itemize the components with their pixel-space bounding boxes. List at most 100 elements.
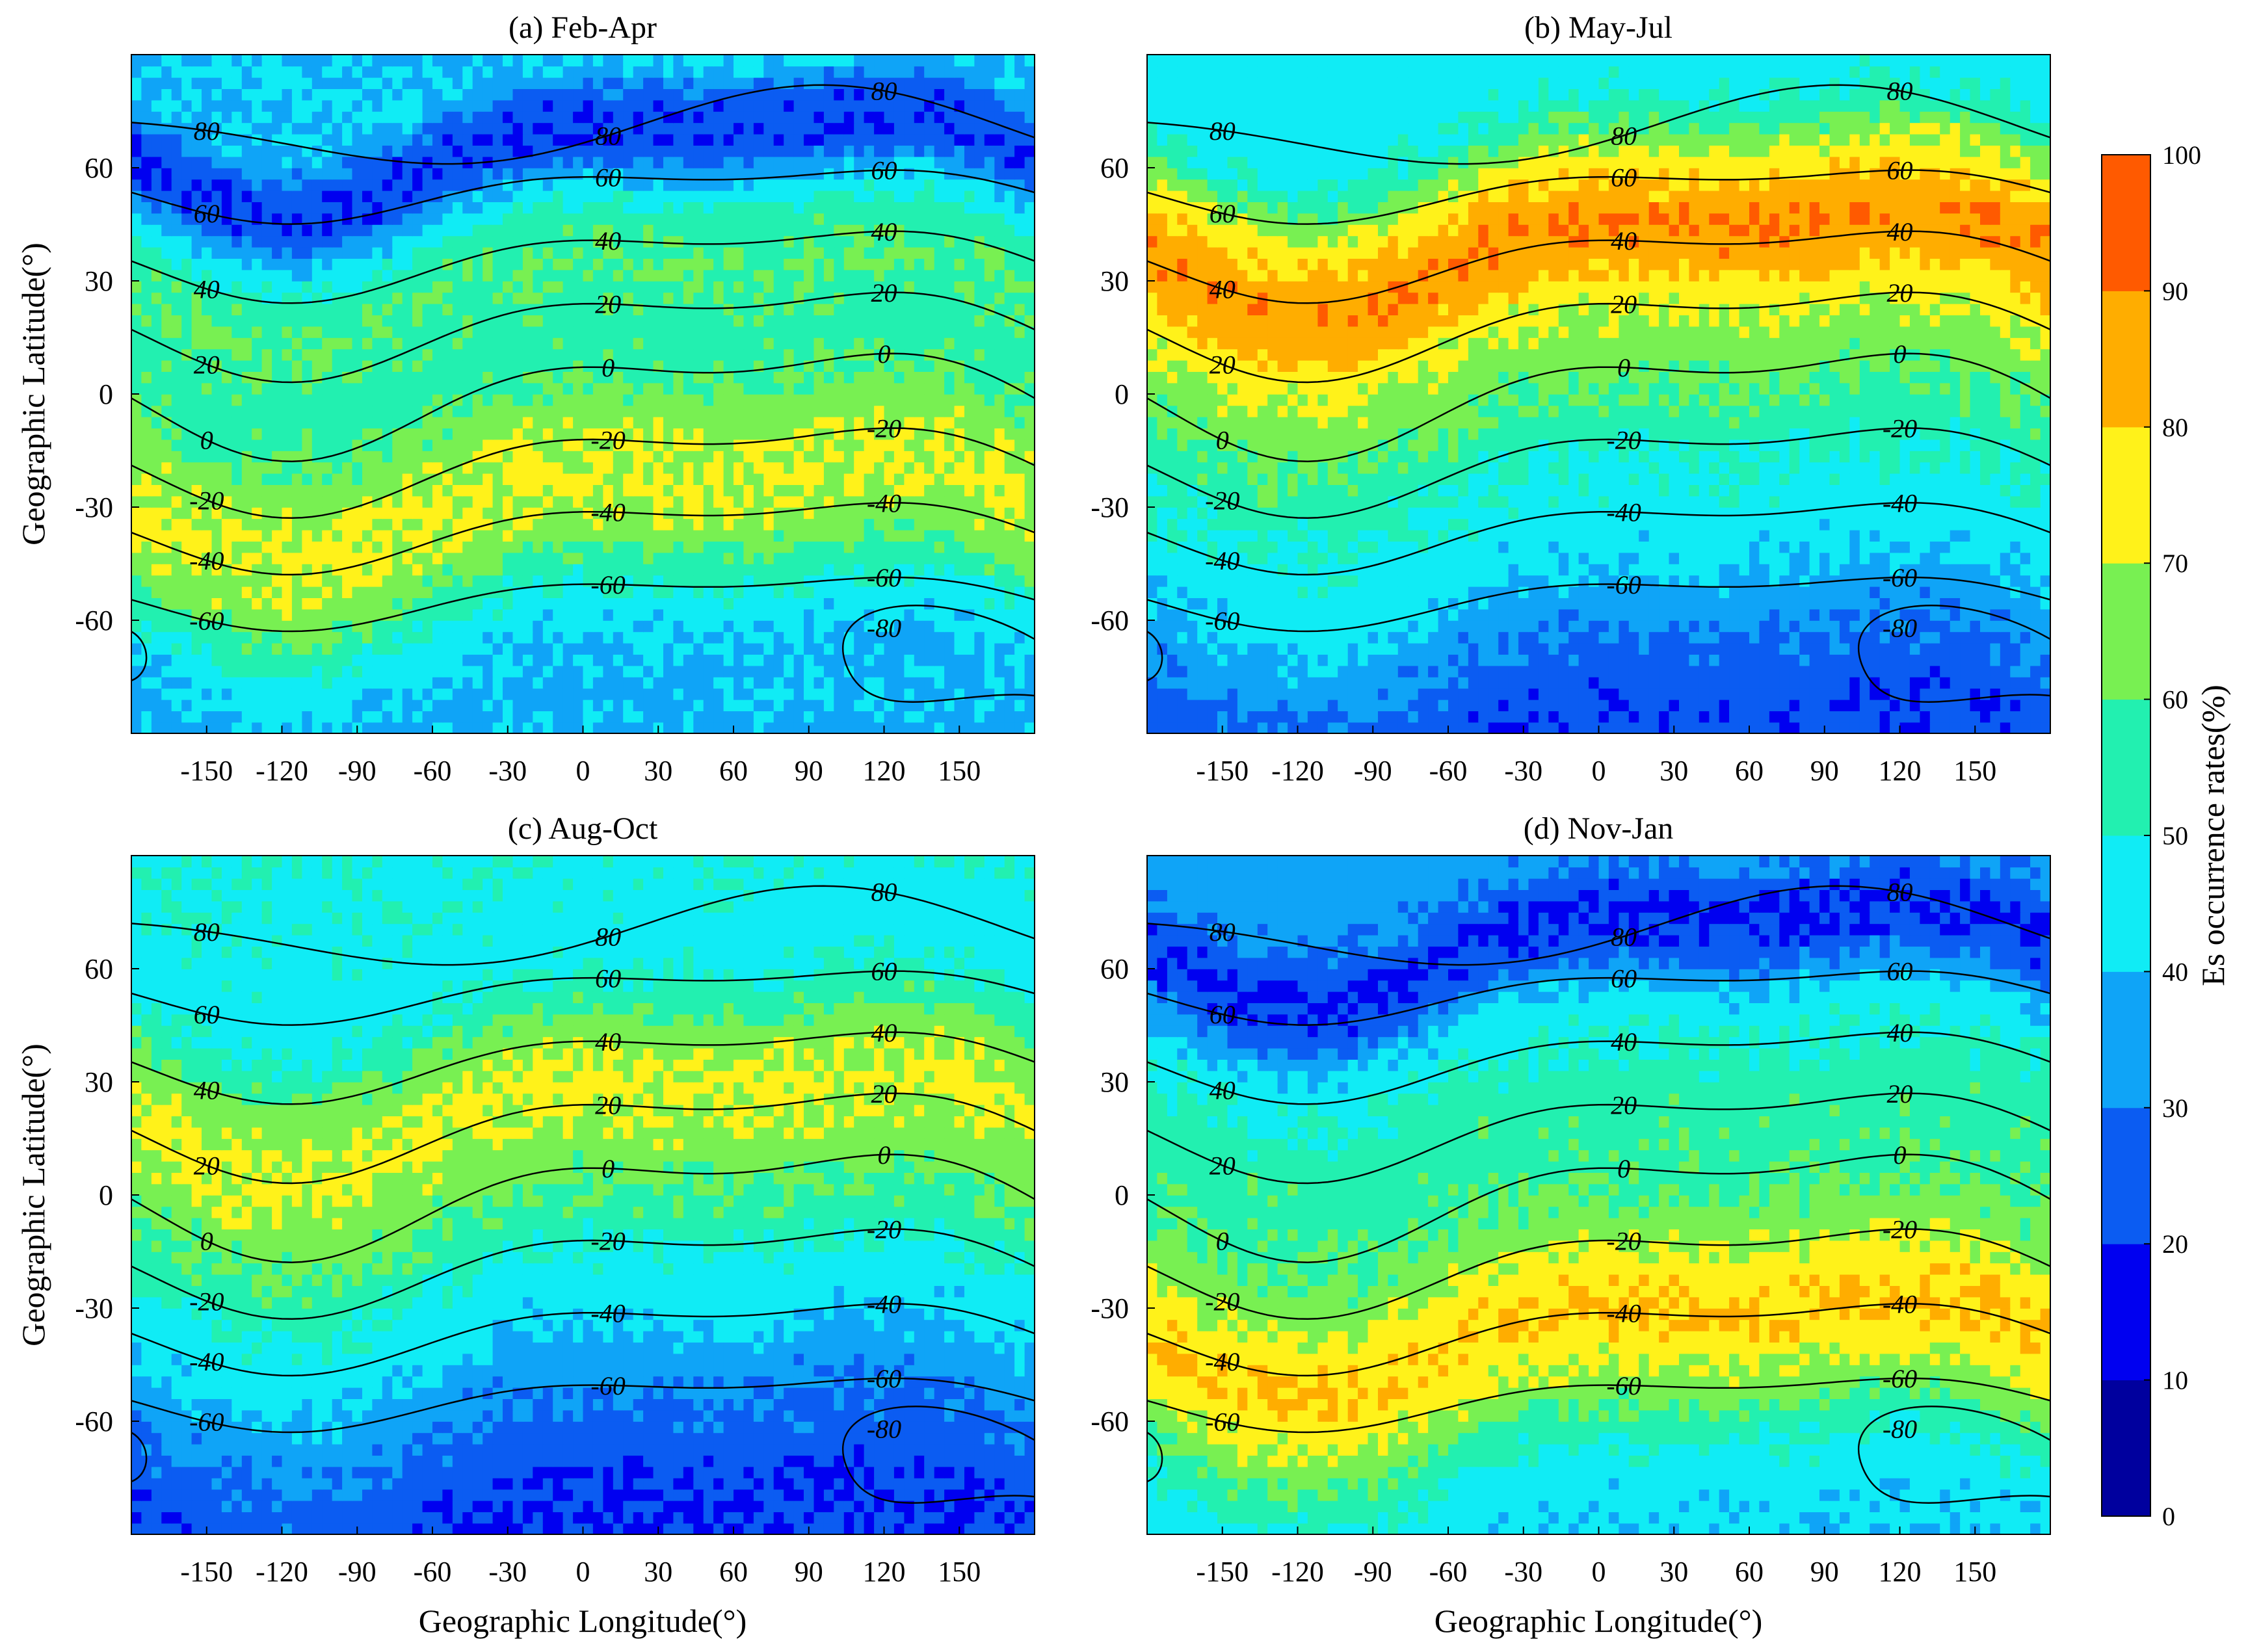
heatmap-cell	[282, 711, 293, 723]
heatmap-cell	[924, 699, 935, 711]
heatmap-cell	[362, 654, 373, 666]
heatmap-cell	[713, 665, 724, 677]
heatmap-cell	[994, 202, 1005, 214]
heatmap-cell	[512, 122, 523, 135]
heatmap-cell	[272, 586, 283, 598]
heatmap-cell	[843, 133, 854, 146]
heatmap-cell	[763, 202, 774, 214]
heatmap-cell	[944, 133, 955, 146]
heatmap-cell	[503, 133, 514, 146]
heatmap-cell	[813, 122, 825, 135]
heatmap-cell	[352, 665, 363, 677]
heatmap-cell	[562, 439, 574, 451]
heatmap-cell	[322, 688, 333, 700]
heatmap-cell	[492, 665, 503, 677]
heatmap-cell	[472, 111, 483, 124]
heatmap-cell	[533, 360, 544, 372]
heatmap-cell	[533, 394, 544, 406]
heatmap-cell	[773, 711, 784, 723]
heatmap-cell	[643, 281, 654, 293]
heatmap-cell	[573, 462, 584, 474]
heatmap-cell	[472, 122, 483, 135]
heatmap-cell	[562, 394, 574, 406]
heatmap-cell	[241, 575, 252, 587]
heatmap-cell	[592, 145, 604, 157]
heatmap-cell	[382, 258, 393, 270]
heatmap-cell	[904, 597, 915, 610]
heatmap-cell	[412, 518, 423, 531]
heatmap-cell	[231, 722, 243, 733]
heatmap-cell	[813, 394, 825, 406]
heatmap-cell	[723, 620, 734, 633]
heatmap-cell	[1024, 202, 1035, 214]
heatmap-cell	[392, 179, 403, 191]
heatmap-cell	[272, 564, 283, 576]
heatmap-cell	[583, 382, 594, 395]
heatmap-cell	[342, 133, 353, 146]
heatmap-cell	[402, 620, 413, 633]
heatmap-cell	[492, 156, 503, 168]
heatmap-cell	[663, 451, 674, 463]
heatmap-cell	[893, 156, 905, 168]
heatmap-cell	[503, 462, 514, 474]
heatmap-cell	[553, 394, 564, 406]
heatmap-cell	[734, 529, 745, 542]
heatmap-cell	[171, 529, 182, 542]
heatmap-cell	[211, 133, 222, 146]
heatmap-cell	[322, 235, 333, 248]
heatmap-cell	[553, 597, 564, 610]
heatmap-cell	[793, 484, 804, 497]
heatmap-cell	[241, 224, 252, 237]
heatmap-cell	[533, 564, 544, 576]
heatmap-cell	[683, 269, 694, 282]
heatmap-cell	[322, 597, 333, 610]
heatmap-cell	[683, 462, 694, 474]
heatmap-cell	[432, 541, 443, 553]
heatmap-cell	[241, 677, 252, 689]
heatmap-cell	[202, 246, 213, 259]
heatmap-cell	[352, 451, 363, 463]
heatmap-cell	[964, 269, 975, 282]
heatmap-cell	[753, 688, 765, 700]
heatmap-cell	[944, 246, 955, 259]
heatmap-cell	[282, 654, 293, 666]
heatmap-cell	[753, 451, 765, 463]
heatmap-cell	[944, 654, 955, 666]
heatmap-cell	[693, 168, 704, 180]
heatmap-cell	[813, 348, 825, 361]
heatmap-cell	[191, 269, 202, 282]
heatmap-cell	[252, 292, 263, 304]
heatmap-cell	[432, 202, 443, 214]
heatmap-cell	[643, 133, 654, 146]
heatmap-cell	[703, 654, 714, 666]
heatmap-cell	[763, 360, 774, 372]
heatmap-cell	[432, 315, 443, 327]
heatmap-cell	[1014, 213, 1025, 225]
heatmap-cell	[944, 722, 955, 733]
heatmap-cell	[553, 631, 564, 644]
heatmap-cell	[131, 371, 142, 384]
heatmap-cell	[1004, 326, 1015, 338]
panel-a: (a) Feb-Apr -80-60-60 -60-40-40 -40-20-20-…	[15, 10, 1035, 787]
heatmap-cell	[683, 348, 694, 361]
heatmap-cell	[342, 394, 353, 406]
heatmap-cell	[322, 315, 333, 327]
heatmap-cell	[793, 518, 804, 531]
heatmap-cell	[914, 337, 925, 350]
heatmap-cell	[753, 258, 765, 270]
heatmap-cell	[1004, 722, 1015, 733]
heatmap-cell	[452, 541, 464, 553]
heatmap-cell	[402, 722, 413, 733]
heatmap-cell	[462, 518, 473, 531]
heatmap-cell	[252, 99, 263, 112]
heatmap-cell	[161, 473, 172, 485]
heatmap-cell	[693, 156, 704, 168]
heatmap-cell	[512, 281, 523, 293]
heatmap-cell	[422, 416, 433, 428]
heatmap-cell	[613, 337, 624, 350]
heatmap-cell	[974, 258, 985, 270]
heatmap-cell	[452, 133, 464, 146]
heatmap-cell	[302, 405, 313, 417]
heatmap-cell	[693, 677, 704, 689]
heatmap-cell	[834, 190, 845, 202]
